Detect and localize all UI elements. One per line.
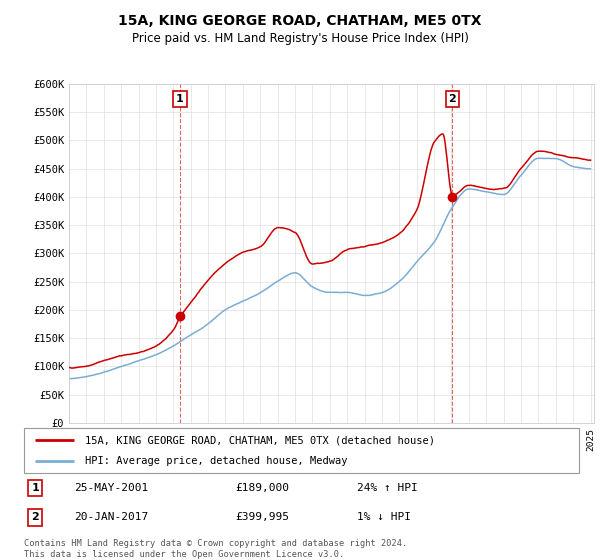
Text: 15A, KING GEORGE ROAD, CHATHAM, ME5 0TX: 15A, KING GEORGE ROAD, CHATHAM, ME5 0TX [118,14,482,28]
Text: 25-MAY-2001: 25-MAY-2001 [74,483,148,493]
Text: 20-JAN-2017: 20-JAN-2017 [74,512,148,522]
Text: HPI: Average price, detached house, Medway: HPI: Average price, detached house, Medw… [85,456,347,466]
Text: Price paid vs. HM Land Registry's House Price Index (HPI): Price paid vs. HM Land Registry's House … [131,32,469,45]
Text: £189,000: £189,000 [235,483,289,493]
FancyBboxPatch shape [24,428,579,473]
Text: 15A, KING GEORGE ROAD, CHATHAM, ME5 0TX (detached house): 15A, KING GEORGE ROAD, CHATHAM, ME5 0TX … [85,436,435,446]
Text: Contains HM Land Registry data © Crown copyright and database right 2024.
This d: Contains HM Land Registry data © Crown c… [24,539,407,559]
Text: 2: 2 [31,512,39,522]
Text: 1: 1 [31,483,39,493]
Text: 1: 1 [176,94,184,104]
Text: £399,995: £399,995 [235,512,289,522]
Text: 1% ↓ HPI: 1% ↓ HPI [357,512,411,522]
Text: 24% ↑ HPI: 24% ↑ HPI [357,483,418,493]
Text: 2: 2 [448,94,456,104]
